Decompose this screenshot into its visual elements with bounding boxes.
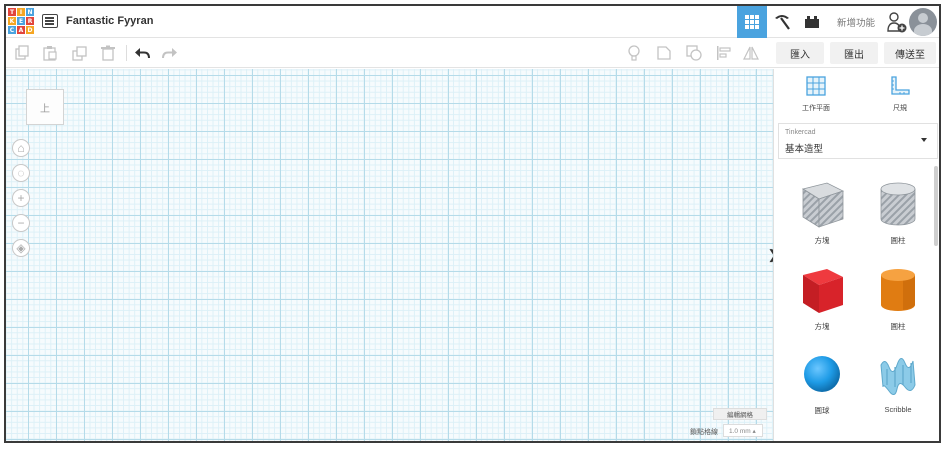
view-cube[interactable]: 上 — [26, 89, 64, 125]
top-bar-right: 新增功能 — [736, 6, 939, 38]
toolbar-divider — [126, 45, 127, 61]
library-source: Tinkercad — [785, 129, 816, 136]
circuits-view-button[interactable] — [767, 6, 797, 38]
shape-label: 圓柱 — [890, 322, 906, 331]
library-name: 基本造型 — [785, 144, 824, 155]
logo-tile: E — [17, 17, 25, 25]
send-to-button[interactable]: 傳送至 — [884, 42, 936, 64]
ruler-tool[interactable]: 尺規 — [870, 75, 930, 113]
hole-cylinder-icon — [880, 182, 916, 226]
export-button[interactable]: 匯出 — [830, 42, 878, 64]
new-features-link[interactable]: 新增功能 — [836, 18, 875, 29]
zoom-out-icon[interactable]: − — [12, 214, 30, 232]
workplane-icon — [806, 76, 826, 96]
logo-tile: C — [8, 26, 16, 34]
user-avatar[interactable] — [909, 8, 937, 36]
zoom-in-icon[interactable]: + — [12, 189, 30, 207]
shape-label: Scribble — [884, 405, 912, 414]
shape-label: 方塊 — [814, 322, 830, 331]
edit-toolbar: 匯入 匯出 傳送至 — [6, 38, 939, 68]
shape-library-dropdown[interactable]: Tinkercad 基本造型 — [778, 123, 938, 159]
edit-grid-button[interactable]: 編輯網格 — [713, 408, 767, 420]
duplicate-icon[interactable] — [72, 45, 88, 61]
workplane-tool[interactable]: 工作平面 — [786, 75, 846, 113]
logo-tile: D — [26, 26, 34, 34]
shape-item-cylinder[interactable]: 圓柱 — [868, 263, 928, 332]
home-icon[interactable]: ⌂ — [12, 139, 30, 157]
shape-label: 圓柱 — [890, 236, 906, 245]
copy-icon[interactable] — [14, 45, 30, 61]
group-icon[interactable] — [656, 45, 672, 61]
hole-box-icon — [801, 182, 845, 228]
shape-item-box[interactable]: 方塊 — [792, 263, 852, 332]
ruler-icon — [891, 76, 910, 95]
logo-tile: A — [17, 26, 25, 34]
workplane-grid[interactable]: 上 ⌂ ◌ + − ◈ 編輯網格 鎖點格線 1.0 mm ▴ ❯ — [6, 69, 778, 441]
shapes-panel: 工作平面 尺規 Tinkercad 基本造型 — [773, 69, 939, 441]
workplane-label: 工作平面 — [802, 105, 830, 112]
undo-icon[interactable] — [134, 45, 150, 61]
import-button[interactable]: 匯入 — [776, 42, 824, 64]
logo-tile: R — [26, 17, 34, 25]
logo-tile: K — [8, 17, 16, 25]
paste-icon[interactable] — [42, 45, 58, 61]
3d-design-view-button[interactable] — [736, 6, 767, 38]
scribble-icon — [880, 358, 916, 395]
chevron-down-icon — [921, 138, 927, 142]
bricks-view-button[interactable] — [797, 6, 827, 38]
snap-grid-select[interactable]: 1.0 mm ▴ — [723, 424, 763, 437]
redo-icon[interactable] — [162, 45, 178, 61]
shape-item-box-hole[interactable]: 方塊 — [792, 177, 852, 246]
ruler-label: 尺規 — [893, 105, 907, 112]
delete-icon[interactable] — [100, 45, 116, 61]
bricks-icon — [804, 16, 819, 28]
pickaxe-icon — [774, 15, 790, 30]
ungroup-icon[interactable] — [686, 45, 702, 61]
logo-tile: T — [8, 8, 16, 16]
panel-scrollbar[interactable] — [934, 166, 938, 246]
shape-item-cylinder-hole[interactable]: 圓柱 — [868, 177, 928, 246]
logo-tile: N — [26, 8, 34, 16]
grid-icon — [744, 15, 759, 29]
align-icon[interactable] — [716, 45, 732, 61]
blue-sphere-icon — [804, 356, 840, 392]
design-title[interactable]: Fantastic Fyyran — [66, 15, 154, 27]
light-bulb-icon[interactable] — [626, 45, 642, 61]
design-list-icon[interactable] — [42, 14, 58, 28]
shape-item-scribble[interactable]: Scribble — [868, 351, 928, 414]
shape-label: 圓球 — [814, 406, 830, 415]
fit-view-icon[interactable]: ◌ — [12, 164, 30, 182]
ortho-view-icon[interactable]: ◈ — [12, 239, 30, 257]
red-box-icon — [803, 269, 843, 313]
orange-cylinder-icon — [881, 269, 915, 311]
mirror-icon[interactable] — [743, 45, 759, 61]
snap-grid-label: 鎖點格線 — [690, 429, 718, 436]
logo-tile: I — [17, 8, 25, 16]
shape-label: 方塊 — [814, 236, 830, 245]
shape-item-sphere[interactable]: 圓球 — [792, 351, 852, 416]
add-user-icon[interactable] — [885, 10, 909, 34]
view-cube-face-label: 上 — [40, 103, 50, 115]
